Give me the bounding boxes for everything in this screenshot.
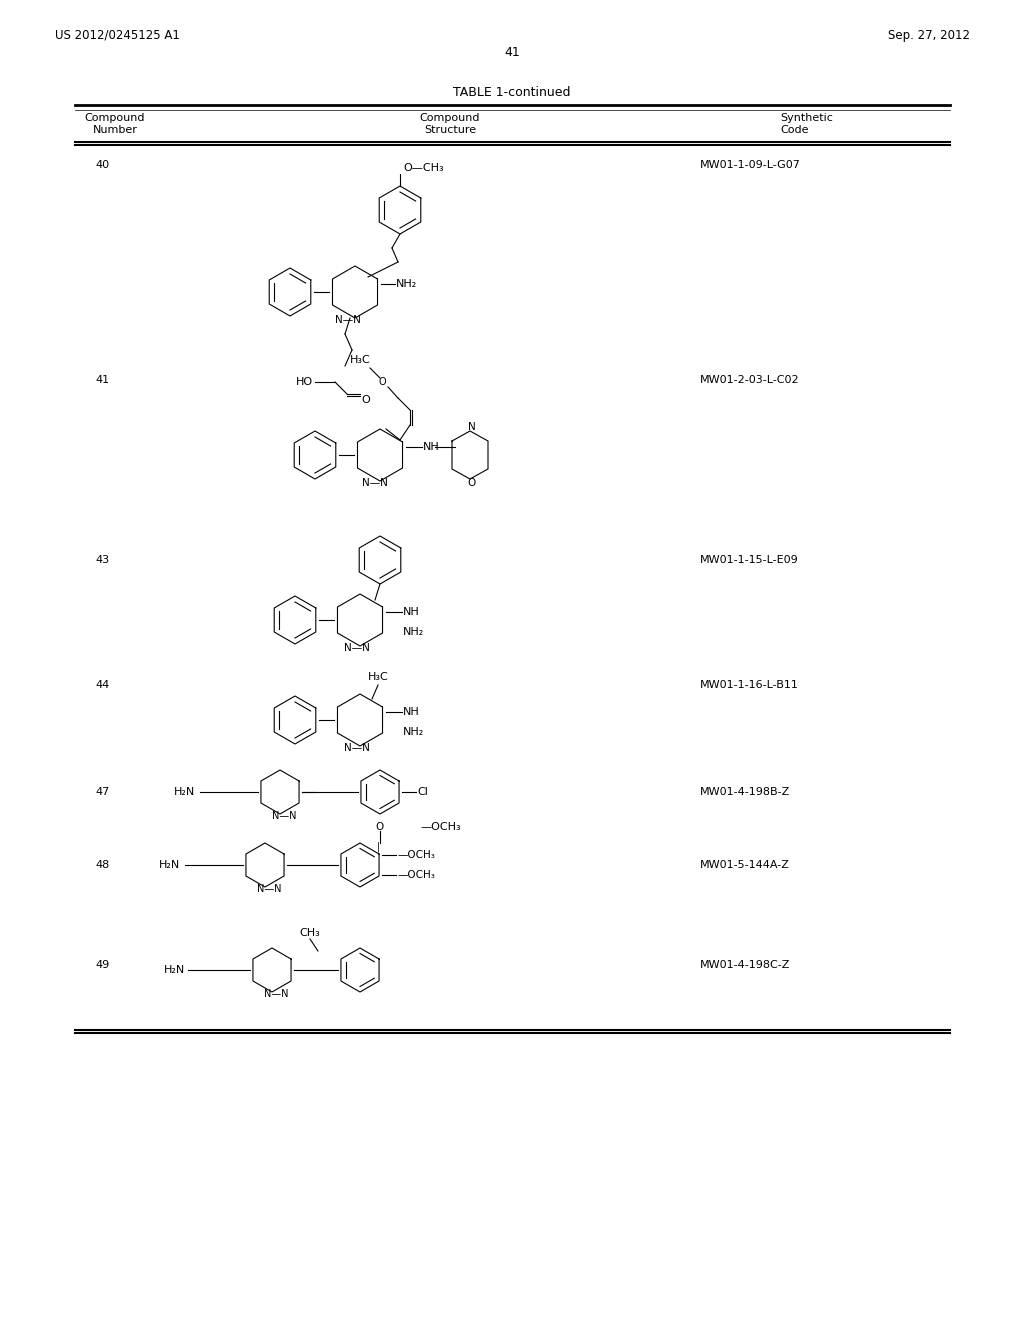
Text: NH₂: NH₂ bbox=[403, 627, 424, 638]
Text: MW01-2-03-L-C02: MW01-2-03-L-C02 bbox=[700, 375, 800, 385]
Text: O: O bbox=[361, 395, 370, 405]
Text: N—N: N—N bbox=[272, 810, 297, 821]
Text: H₂N: H₂N bbox=[164, 965, 185, 975]
Text: H₂N: H₂N bbox=[159, 861, 180, 870]
Text: —OCH₃: —OCH₃ bbox=[397, 870, 435, 880]
Text: CH₃: CH₃ bbox=[300, 928, 321, 939]
Text: N—N: N—N bbox=[264, 989, 289, 999]
Text: 41: 41 bbox=[504, 45, 520, 58]
Text: |: | bbox=[377, 842, 380, 853]
Text: Sep. 27, 2012: Sep. 27, 2012 bbox=[888, 29, 970, 41]
Text: O: O bbox=[468, 478, 476, 488]
Text: 41: 41 bbox=[95, 375, 110, 385]
Text: O: O bbox=[378, 378, 386, 387]
Text: Compound
Number: Compound Number bbox=[85, 114, 145, 135]
Text: O—CH₃: O—CH₃ bbox=[403, 162, 443, 173]
Text: NH₂: NH₂ bbox=[396, 279, 417, 289]
Text: MW01-1-09-L-G07: MW01-1-09-L-G07 bbox=[700, 160, 801, 170]
Text: MW01-1-16-L-B11: MW01-1-16-L-B11 bbox=[700, 680, 799, 690]
Text: MW01-5-144A-Z: MW01-5-144A-Z bbox=[700, 861, 790, 870]
Text: O: O bbox=[376, 822, 384, 832]
Text: US 2012/0245125 A1: US 2012/0245125 A1 bbox=[55, 29, 180, 41]
Text: N—N: N—N bbox=[257, 884, 282, 894]
Text: MW01-4-198B-Z: MW01-4-198B-Z bbox=[700, 787, 791, 797]
Text: —OCH₃: —OCH₃ bbox=[397, 850, 435, 861]
Text: H₂N: H₂N bbox=[174, 787, 195, 797]
Text: 44: 44 bbox=[95, 680, 110, 690]
Text: N—N: N—N bbox=[344, 743, 370, 752]
Text: —OCH₃: —OCH₃ bbox=[420, 822, 461, 832]
Text: 43: 43 bbox=[95, 554, 110, 565]
Text: H₃C: H₃C bbox=[349, 355, 371, 366]
Text: 48: 48 bbox=[95, 861, 110, 870]
Text: MW01-1-15-L-E09: MW01-1-15-L-E09 bbox=[700, 554, 799, 565]
Text: N: N bbox=[468, 422, 476, 432]
Text: MW01-4-198C-Z: MW01-4-198C-Z bbox=[700, 960, 791, 970]
Text: TABLE 1-continued: TABLE 1-continued bbox=[454, 86, 570, 99]
Text: NH₂: NH₂ bbox=[403, 727, 424, 737]
Text: Cl: Cl bbox=[417, 787, 428, 797]
Text: NH: NH bbox=[403, 708, 420, 717]
Text: NH: NH bbox=[423, 442, 439, 451]
Text: H₃C: H₃C bbox=[368, 672, 388, 682]
Text: N—N: N—N bbox=[335, 315, 360, 325]
Text: HO: HO bbox=[296, 378, 313, 387]
Text: 47: 47 bbox=[95, 787, 110, 797]
Text: N—N: N—N bbox=[344, 643, 370, 653]
Text: 40: 40 bbox=[95, 160, 110, 170]
Text: Synthetic
Code: Synthetic Code bbox=[780, 114, 833, 135]
Text: NH: NH bbox=[403, 607, 420, 616]
Text: Compound
Structure: Compound Structure bbox=[420, 114, 480, 135]
Text: N—N: N—N bbox=[362, 478, 388, 488]
Text: 49: 49 bbox=[95, 960, 110, 970]
